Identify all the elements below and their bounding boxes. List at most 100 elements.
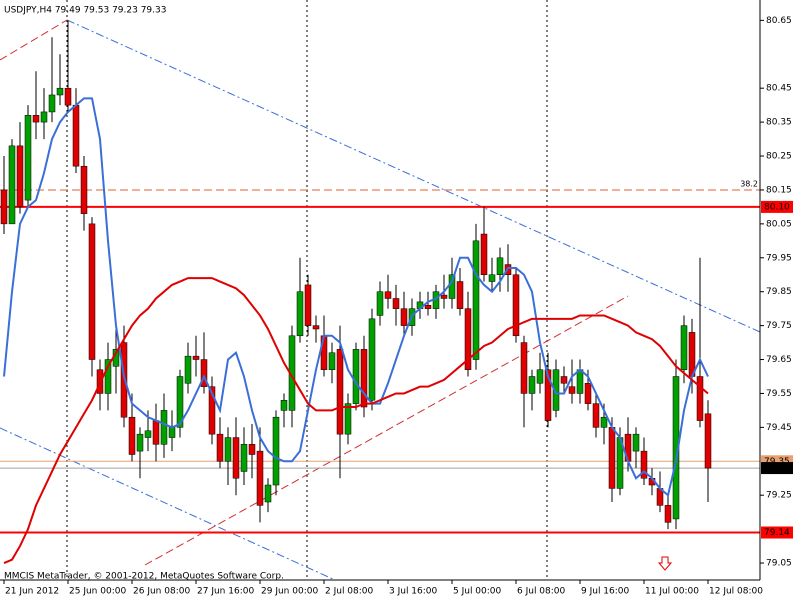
y-tick-label: 80.05 [766,219,792,229]
y-tick-label: 79.95 [766,253,792,263]
candle-body [480,233,488,275]
candle-body [32,115,40,123]
candle-body [456,281,464,309]
candle-body [192,355,200,360]
price-tag-label: 79.14 [764,528,790,538]
candle-body [424,305,432,309]
copyright: MMCIS MetaTrader, © 2001-2012, MetaQuote… [4,572,284,582]
x-tick-label: 25 Jun 00:00 [69,587,126,597]
candle-body [168,427,176,438]
y-tick-label: 79.45 [766,423,792,433]
x-tick-label: 2 Jul 08:00 [325,587,374,597]
y-tick-label: 79.25 [766,491,792,501]
candle-body [360,349,368,408]
price-tag-label: 80.10 [764,202,790,212]
candle-body [336,349,344,435]
candle-body [512,274,520,337]
y-tick-label: 79.05 [766,559,792,569]
arrow-signal [657,556,673,571]
candle-body [344,403,352,435]
candle-body [608,427,616,489]
candle-body [176,376,184,428]
candle-body [640,450,648,479]
candle-body [400,308,408,326]
plot [0,20,760,564]
candle-body [472,240,480,360]
candle-body [552,369,560,411]
candle-body [208,386,216,435]
x-tick-label: 26 Jun 08:00 [133,587,190,597]
candle-body [632,433,640,452]
candle-body [160,410,168,445]
trend-line [0,19,68,61]
candle-body [464,308,472,370]
y-tick-label: 80.45 [766,84,792,94]
candle-body [248,444,256,455]
x-tick-label: 3 Jul 16:00 [389,587,438,597]
candle-body [544,369,552,421]
x-tick-label: 12 Jul 08:00 [709,587,763,597]
candle-body [496,257,504,275]
y-tick-label: 79.65 [766,355,792,365]
x-tick-label: 29 Jun 00:00 [261,587,318,597]
candle-body [16,145,24,208]
indicator-line [3,97,709,498]
candle-body [568,386,576,394]
candle-body [144,430,152,438]
candle-body [24,115,32,201]
candle-body [40,111,48,123]
candle-body [352,349,360,404]
candle-body [384,291,392,299]
candle-body [128,416,136,455]
x-tick-label: 9 Jul 16:00 [581,587,630,597]
candle-body [304,284,312,326]
y-tick-label: 80.65 [766,16,792,26]
candle-body [240,444,248,472]
candle-body [152,420,160,445]
candle-body [696,376,704,421]
candle-body [704,413,712,469]
candle-body [296,291,304,337]
candle-body [312,325,320,330]
price-tag [761,462,793,475]
candle-body [392,298,400,309]
y-tick-label: 79.55 [766,389,792,399]
candle-body [600,416,608,428]
y-tick-label: 79.75 [766,321,792,331]
candle-body [440,294,448,299]
candle-body [328,352,336,370]
y-tick-label: 79.85 [766,287,792,297]
trend-line [144,295,629,566]
candle-body [0,189,8,225]
candle-body [560,376,568,384]
candle-body [520,342,528,394]
candle-body [664,505,672,523]
price-tag-label: 79.33 [764,464,790,474]
candle-body [272,416,280,486]
candle-body [488,274,496,282]
candle-body [264,484,272,503]
candle-body [592,403,600,428]
candle-body [536,369,544,384]
candle-body [680,325,688,370]
candle-body [48,94,56,113]
candle-body [216,433,224,462]
candle-body [184,355,192,384]
candle-body [576,369,584,394]
candle-body [136,433,144,452]
candle-body [200,359,208,387]
x-tick-label: 6 Jul 08:00 [517,587,566,597]
x-tick-label: 5 Jul 00:00 [453,587,502,597]
indicator-line [3,277,709,564]
candle-body [256,450,264,506]
y-tick-label: 80.35 [766,118,792,128]
channel-line [66,19,761,333]
x-tick-label: 21 Jun 2012 [5,587,59,597]
candle-body [104,359,112,394]
candle-body [528,376,536,394]
y-tick-label: 80.15 [766,185,792,195]
candle-body [88,223,96,360]
